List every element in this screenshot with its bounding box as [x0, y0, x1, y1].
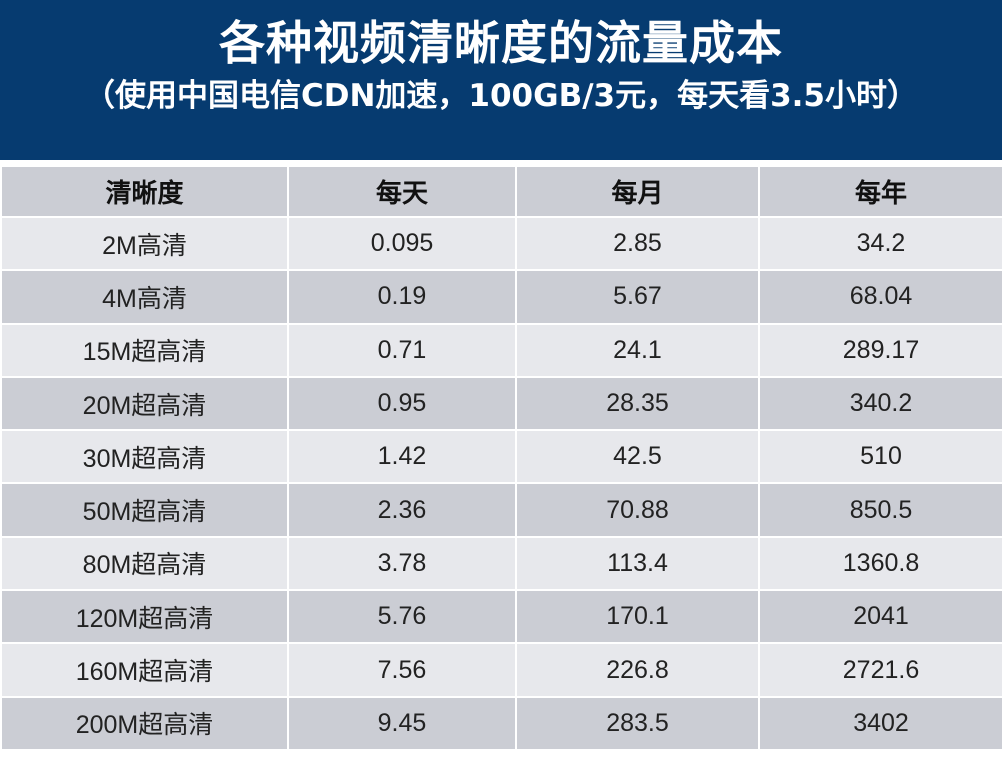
page-title: 各种视频清晰度的流量成本	[219, 16, 783, 70]
resolution-cell: 20M超高清	[0, 375, 289, 432]
cost-cell: 0.19	[287, 269, 517, 325]
table-row: 30M超高清 1.42 42.5 510	[0, 429, 1002, 485]
resolution-cell: 120M超高清	[0, 589, 289, 645]
column-header: 每月	[515, 165, 760, 218]
column-header: 清晰度	[0, 165, 289, 218]
cost-cell: 5.67	[515, 269, 760, 325]
table-header-row: 清晰度 每天 每月 每年	[0, 165, 1002, 218]
cost-cell: 340.2	[758, 375, 1002, 432]
cost-cell: 0.95	[287, 375, 517, 432]
cost-cell: 283.5	[515, 695, 760, 751]
cost-cell: 0.095	[287, 215, 517, 272]
cost-cell: 2.36	[287, 482, 517, 538]
cost-cell: 68.04	[758, 269, 1002, 325]
table-row: 2M高清 0.095 2.85 34.2	[0, 215, 1002, 272]
cost-cell: 0.71	[287, 322, 517, 378]
resolution-cell: 80M超高清	[0, 535, 289, 592]
cost-cell: 70.88	[515, 482, 760, 538]
cost-cell: 2041	[758, 589, 1002, 645]
cost-cell: 2.85	[515, 215, 760, 272]
column-header: 每年	[758, 165, 1002, 218]
table-row: 200M超高清 9.45 283.5 3402	[0, 695, 1002, 751]
cost-cell: 42.5	[515, 429, 760, 485]
cost-cell: 34.2	[758, 215, 1002, 272]
cost-cell: 113.4	[515, 535, 760, 592]
cost-cell: 7.56	[287, 642, 517, 698]
cost-cell: 1360.8	[758, 535, 1002, 592]
resolution-cell: 4M高清	[0, 269, 289, 325]
table-row: 20M超高清 0.95 28.35 340.2	[0, 375, 1002, 432]
cost-cell: 289.17	[758, 322, 1002, 378]
cost-cell: 226.8	[515, 642, 760, 698]
resolution-cell: 30M超高清	[0, 429, 289, 485]
cost-cell: 9.45	[287, 695, 517, 751]
resolution-cell: 15M超高清	[0, 322, 289, 378]
cost-cell: 3.78	[287, 535, 517, 592]
cost-cell: 510	[758, 429, 1002, 485]
table-row: 50M超高清 2.36 70.88 850.5	[0, 482, 1002, 538]
cost-cell: 2721.6	[758, 642, 1002, 698]
cost-cell: 3402	[758, 695, 1002, 751]
table-row: 15M超高清 0.71 24.1 289.17	[0, 322, 1002, 378]
cost-cell: 850.5	[758, 482, 1002, 538]
cost-table: 清晰度 每天 每月 每年 2M高清 0.095 2.85 34.2 4M高清 0.19 5.67 6…	[0, 165, 1002, 751]
cost-cell: 24.1	[515, 322, 760, 378]
resolution-cell: 2M高清	[0, 215, 289, 272]
column-header: 每天	[287, 165, 517, 218]
table-row: 80M超高清 3.78 113.4 1360.8	[0, 535, 1002, 592]
table-row: 120M超高清 5.76 170.1 2041	[0, 589, 1002, 645]
table-row: 160M超高清 7.56 226.8 2721.6	[0, 642, 1002, 698]
cost-cell: 1.42	[287, 429, 517, 485]
resolution-cell: 50M超高清	[0, 482, 289, 538]
cost-cell: 28.35	[515, 375, 760, 432]
table-row: 4M高清 0.19 5.67 68.04	[0, 269, 1002, 325]
resolution-cell: 200M超高清	[0, 695, 289, 751]
cost-cell: 5.76	[287, 589, 517, 645]
resolution-cell: 160M超高清	[0, 642, 289, 698]
page-subtitle: （使用中国电信CDN加速，100GB/3元，每天看3.5小时）	[83, 78, 919, 114]
cost-cell: 170.1	[515, 589, 760, 645]
title-banner: 各种视频清晰度的流量成本 （使用中国电信CDN加速，100GB/3元，每天看3.…	[0, 0, 1002, 160]
